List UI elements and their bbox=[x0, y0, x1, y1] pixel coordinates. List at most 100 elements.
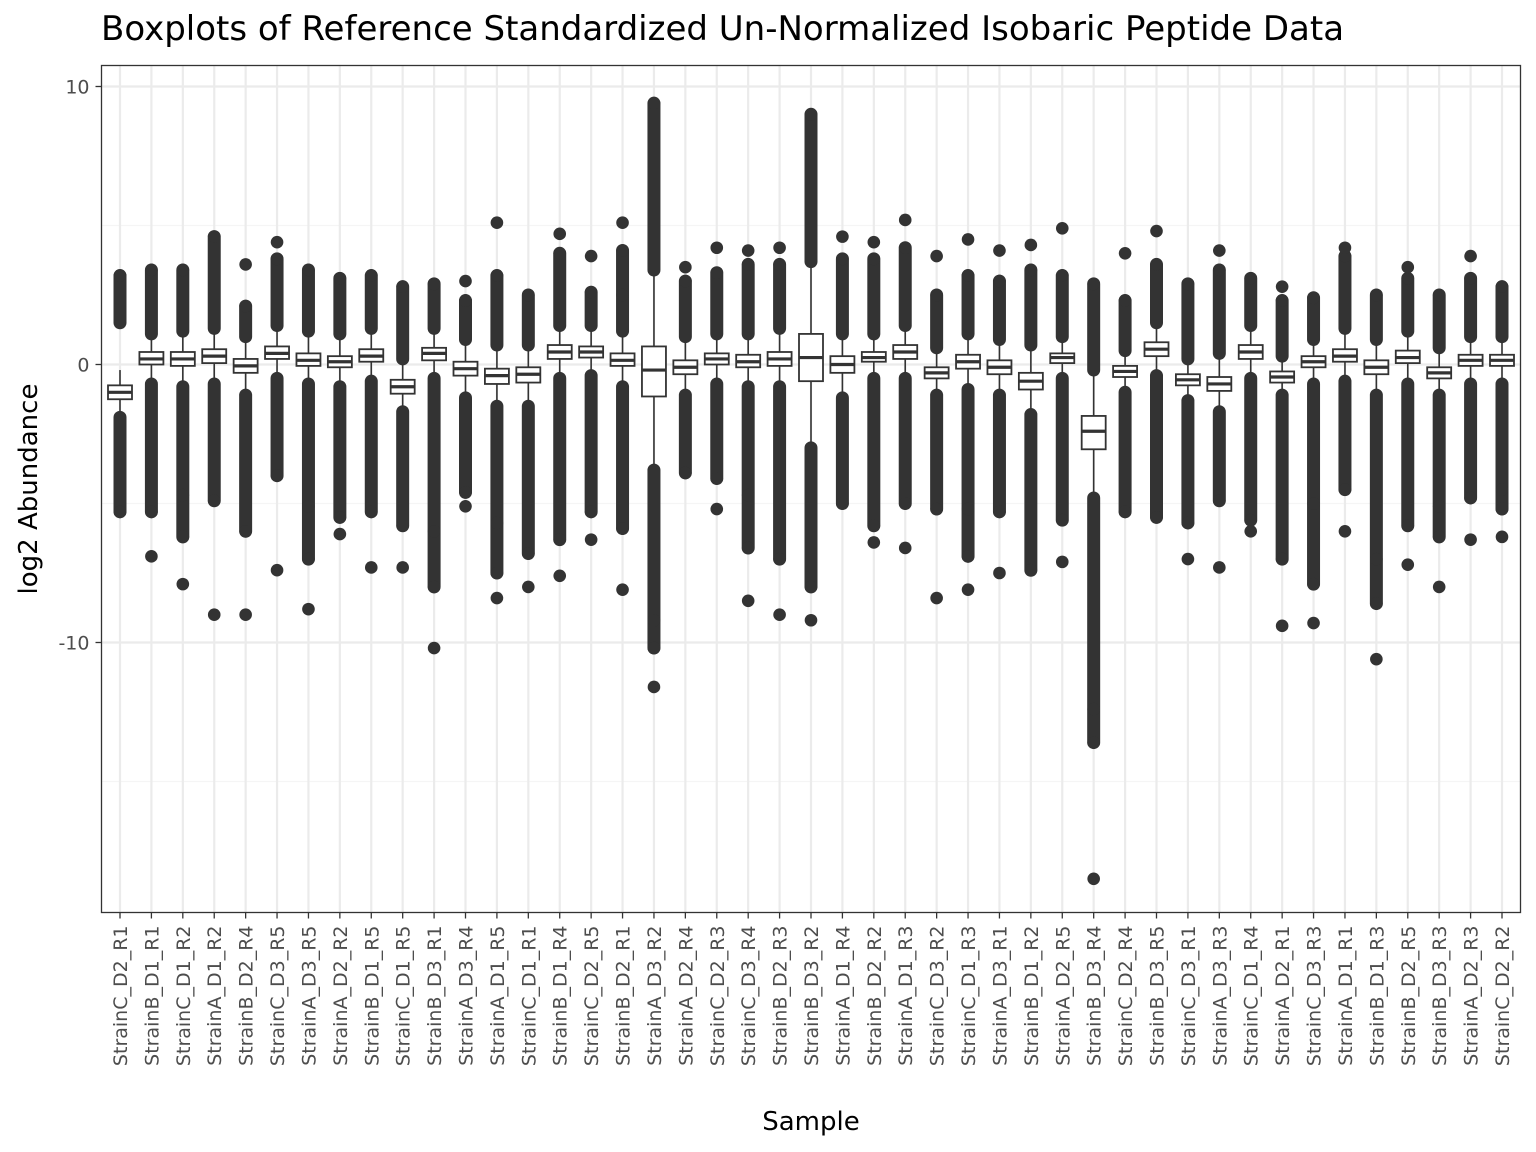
outlier-point bbox=[741, 541, 755, 555]
outlier-point bbox=[1464, 249, 1477, 263]
outlier-point bbox=[1181, 552, 1195, 566]
box-StrainA_D2_R1 bbox=[1269, 280, 1296, 633]
outlier-point bbox=[616, 244, 629, 257]
outlier-point bbox=[773, 552, 786, 566]
box-StrainB_D1_R5 bbox=[358, 269, 385, 574]
y-tick-label: 10 bbox=[65, 77, 89, 99]
outlier-point bbox=[930, 502, 943, 516]
outlier-point bbox=[1118, 505, 1132, 519]
outlier-point bbox=[396, 280, 409, 293]
x-tick-label: StrainC_D2_R4 bbox=[1115, 926, 1137, 1067]
chart-title: Boxplots of Reference Standardized Un-No… bbox=[101, 9, 1344, 49]
outlier-point bbox=[773, 608, 786, 621]
outlier-point bbox=[1307, 497, 1320, 510]
outlier-point bbox=[741, 244, 755, 257]
outlier-point bbox=[207, 608, 221, 621]
outlier-point bbox=[522, 288, 535, 302]
x-tick-label: StrainA_D1_R3 bbox=[895, 926, 917, 1066]
outlier-point bbox=[773, 258, 786, 271]
box-layer bbox=[107, 96, 1515, 886]
outlier-point bbox=[961, 269, 975, 282]
box-StrainB_D3_R4 bbox=[1080, 277, 1107, 886]
x-tick-label: StrainC_D1_R4 bbox=[1241, 926, 1263, 1067]
outlier-point bbox=[1307, 577, 1320, 591]
outlier-point bbox=[1055, 513, 1069, 527]
outlier-point bbox=[647, 613, 661, 627]
box-StrainC_D2_R1 bbox=[107, 269, 133, 519]
outlier-point bbox=[773, 241, 786, 255]
box-StrainA_D1_R2 bbox=[201, 230, 228, 621]
outlier-point bbox=[741, 258, 755, 271]
outlier-point bbox=[1338, 483, 1352, 496]
box-StrainB_D2_R3 bbox=[766, 241, 793, 621]
x-tick-label: StrainB_D1_R5 bbox=[361, 926, 383, 1066]
box-StrainB_D3_R5 bbox=[1143, 224, 1170, 524]
outlier-point bbox=[1464, 272, 1477, 285]
outlier-point bbox=[1275, 619, 1289, 633]
outlier-point bbox=[930, 249, 943, 263]
box-StrainA_D1_R5 bbox=[484, 216, 510, 605]
outlier-point bbox=[867, 519, 881, 533]
outlier-point bbox=[647, 96, 661, 110]
outlier-point bbox=[1464, 533, 1477, 546]
x-tick-label: StrainA_D3_R4 bbox=[456, 926, 478, 1066]
outlier-point bbox=[553, 227, 567, 241]
outlier-point bbox=[710, 472, 724, 485]
x-tick-label: StrainA_D2_R5 bbox=[1052, 926, 1074, 1066]
box-StrainC_D1_R5 bbox=[389, 280, 416, 574]
outlier-point bbox=[1024, 263, 1038, 277]
outlier-point bbox=[993, 244, 1006, 257]
outlier-point bbox=[741, 594, 755, 608]
x-tick-label: StrainB_D3_R3 bbox=[1429, 926, 1451, 1066]
outlier-point bbox=[584, 505, 598, 519]
y-axis: 10 0 -10 bbox=[58, 77, 102, 655]
outlier-point bbox=[1432, 288, 1446, 302]
box-StrainC_D1_R4 bbox=[1237, 271, 1264, 538]
outlier-point bbox=[898, 241, 912, 255]
outlier-point bbox=[490, 269, 504, 282]
outlier-point bbox=[176, 488, 190, 502]
outlier-point bbox=[1401, 260, 1415, 274]
outlier-point bbox=[427, 580, 441, 594]
x-tick-label: StrainB_D1_R4 bbox=[550, 926, 572, 1066]
outlier-point bbox=[616, 288, 629, 302]
outlier-point bbox=[207, 230, 221, 243]
outlier-point bbox=[741, 488, 755, 502]
box-StrainA_D1_R4 bbox=[829, 230, 856, 510]
outlier-point bbox=[490, 566, 504, 580]
outlier-point bbox=[804, 108, 818, 121]
outlier-point bbox=[1213, 244, 1226, 257]
outlier-point bbox=[961, 502, 975, 516]
outlier-point bbox=[1024, 238, 1038, 252]
box-StrainB_D2_R1 bbox=[609, 216, 636, 596]
outlier-point bbox=[867, 536, 881, 549]
outlier-point bbox=[333, 527, 347, 541]
box-StrainA_D2_R4 bbox=[672, 260, 699, 480]
outlier-point bbox=[490, 591, 504, 605]
box-StrainC_D3_R3 bbox=[1300, 291, 1327, 630]
outlier-point bbox=[1275, 552, 1289, 566]
outlier-point bbox=[710, 266, 724, 280]
x-tick-label: StrainC_D2_R3 bbox=[707, 926, 729, 1067]
outlier-point bbox=[836, 230, 849, 243]
x-tick-label: StrainB_D3_R1 bbox=[424, 926, 446, 1066]
outlier-point bbox=[836, 497, 849, 510]
outlier-point bbox=[1370, 288, 1383, 302]
box-StrainA_D1_R1 bbox=[1332, 241, 1358, 538]
outlier-point bbox=[867, 235, 881, 249]
box-StrainB_D2_R5 bbox=[1394, 260, 1421, 571]
outlier-point bbox=[145, 505, 158, 519]
outlier-point bbox=[898, 497, 912, 510]
x-tick-label: StrainA_D1_R2 bbox=[204, 926, 226, 1066]
outlier-point bbox=[1495, 530, 1509, 544]
outlier-point bbox=[302, 552, 315, 566]
outlier-point bbox=[1495, 280, 1509, 293]
outlier-point bbox=[804, 580, 818, 594]
box-StrainA_D1_R3 bbox=[892, 213, 919, 555]
outlier-point bbox=[553, 247, 567, 260]
outlier-point bbox=[898, 541, 912, 555]
outlier-point bbox=[1244, 272, 1258, 285]
outlier-point bbox=[302, 263, 315, 277]
outlier-point bbox=[584, 249, 598, 263]
x-tick-label: StrainB_D2_R1 bbox=[613, 926, 635, 1066]
